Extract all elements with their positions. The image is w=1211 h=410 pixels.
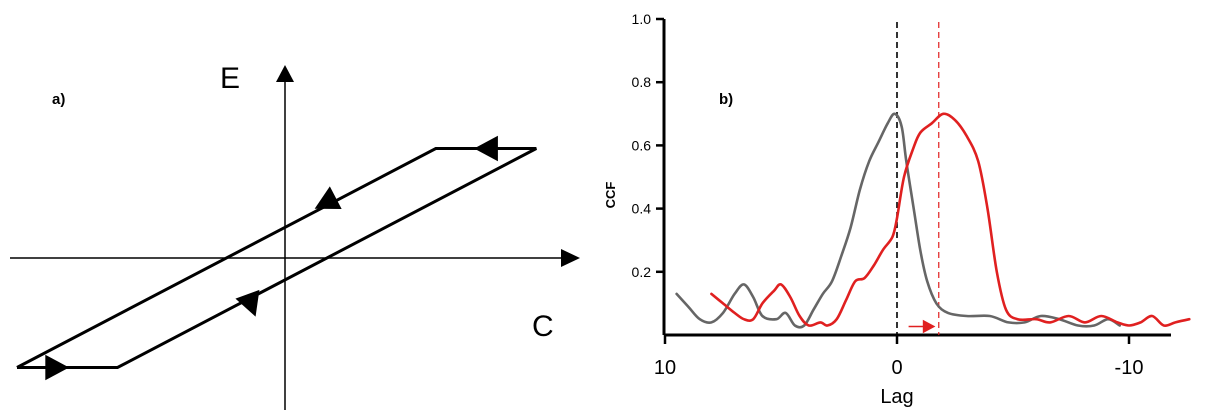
y-tick-label: 0.4 (632, 201, 652, 217)
panel-b-y-axis-label: CCF (603, 182, 618, 209)
ccf-series-gray-line (675, 112, 1121, 329)
panel-a-label: a) (52, 91, 65, 108)
loop-direction-arrow-up-left (314, 186, 342, 210)
x-tick-label: -10 (1115, 357, 1144, 379)
loop-direction-arrow-left (474, 135, 498, 162)
panel-a-y-axis-arrowhead (276, 65, 294, 82)
panel-b-x-axis-label: Lag (880, 386, 913, 408)
hysteresis-loop-line (16, 147, 537, 369)
y-tick-label: 0.6 (632, 137, 652, 153)
panel-a-hysteresis-diagram: a) E C (10, 62, 580, 410)
y-tick-label: 0.8 (632, 74, 652, 90)
panel-b-plot-area: 0.2 0.4 0.6 0.8 1.0 10 0 -10 (632, 11, 1191, 379)
panel-b-ccf-chart: b) CCF Lag 0.2 0.4 0.6 0.8 1.0 10 0 -10 (603, 11, 1191, 408)
ccf-series-red-line (710, 112, 1191, 328)
panel-b-label: b) (719, 91, 733, 108)
panel-a-plot-area (16, 135, 537, 381)
loop-direction-arrow-down-right (235, 289, 260, 317)
loop-direction-arrow-right (45, 354, 70, 381)
panel-a-x-axis-letter: C (532, 310, 554, 343)
lag-shift-arrow-icon (922, 319, 936, 334)
x-tick-label: 10 (654, 357, 676, 379)
panel-a-x-axis-arrowhead (561, 249, 580, 267)
y-tick-label: 0.2 (632, 264, 652, 280)
y-tick-label: 1.0 (632, 11, 652, 27)
panel-a-y-axis-letter: E (220, 62, 240, 95)
x-tick-label: 0 (891, 357, 902, 379)
